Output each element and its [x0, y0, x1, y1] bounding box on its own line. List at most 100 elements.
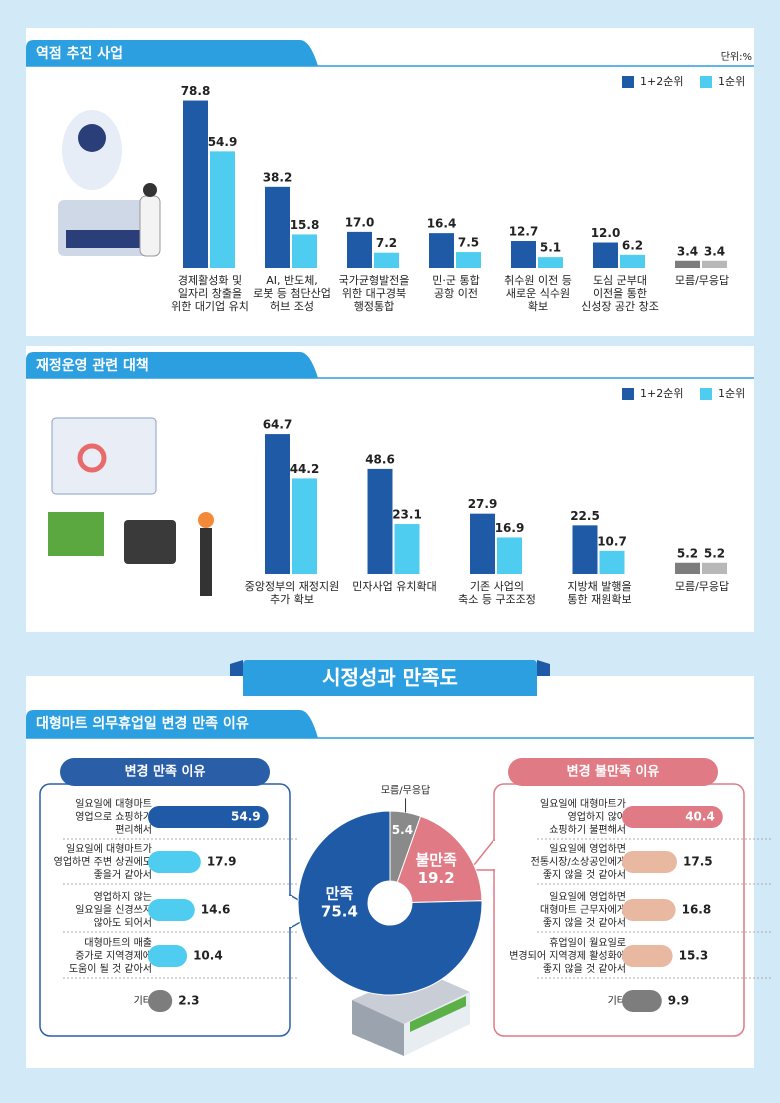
chart-title: 재정운영 관련 대책	[36, 357, 149, 374]
pie-slice	[396, 815, 483, 903]
callout-pointer	[493, 841, 497, 869]
bar	[622, 945, 673, 967]
legend-swatch	[700, 76, 712, 88]
bar	[292, 234, 317, 268]
data-label: 5.1	[540, 241, 561, 255]
section-title: 시정성과 만족도	[322, 666, 458, 690]
category-label: 영업하지 않는 일요일을 신경쓰지 않아도 되어서	[75, 890, 152, 929]
data-label: 17.0	[345, 215, 375, 229]
data-label: 38.2	[263, 170, 293, 184]
category-label: 일요일에 대형마트가 영업하지 않아 쇼핑하기 불편해서	[540, 798, 626, 836]
x-tick-label: 모름/무응답	[675, 274, 729, 287]
data-label: 78.8	[181, 84, 211, 98]
slice-label: 모름/무응답	[381, 784, 430, 796]
data-label: 40.4	[685, 810, 715, 824]
bar	[675, 260, 700, 268]
data-label: 54.9	[231, 810, 261, 824]
category-label: 기타	[608, 995, 626, 1007]
bar	[511, 241, 536, 268]
box-title: 변경 만족 이유	[125, 764, 206, 780]
box-title: 변경 불만족 이유	[567, 764, 660, 780]
x-tick-label: 국가균형발전을 위한 대구경북 행정통합	[339, 274, 410, 313]
bar	[148, 899, 195, 921]
bar	[620, 254, 645, 268]
x-tick-label: 지방채 발행을 통한 재원확보	[567, 580, 631, 606]
x-tick-label: 민·군 통합 공항 이전	[432, 274, 479, 300]
box-header	[508, 758, 718, 786]
legend-swatch	[700, 388, 712, 400]
data-label: 23.1	[392, 508, 422, 522]
bar	[622, 806, 723, 828]
data-label: 5.4	[392, 823, 413, 837]
banner	[243, 676, 537, 696]
bar	[347, 231, 372, 268]
pie-slice	[297, 810, 483, 996]
legend-swatch	[622, 76, 634, 88]
data-label: 27.9	[468, 497, 498, 511]
category-label: 일요일에 대형마트가 영업하면 주변 상권에도 좋을거 같아서	[54, 843, 152, 881]
x-tick-label: 도심 군부대 이전을 통한 신성장 공간 창조	[581, 274, 659, 313]
bar	[497, 537, 522, 574]
bar	[265, 434, 290, 574]
data-label: 16.9	[495, 521, 525, 535]
unit-label: 단위:%	[721, 50, 752, 63]
bar	[572, 525, 598, 574]
bar	[183, 100, 208, 268]
bar	[599, 550, 625, 574]
data-label: 12.7	[509, 225, 539, 239]
data-label: 5.2	[677, 546, 698, 560]
data-label: 3.4	[677, 244, 698, 258]
bar	[538, 257, 563, 268]
callout-pointer	[286, 896, 292, 927]
data-label: 19.2	[418, 869, 455, 887]
category-label: 일요일에 영업하면 전통시장/소상공인에게 좋지 않을 것 같아서	[531, 842, 626, 881]
data-label: 3.4	[704, 244, 725, 258]
x-tick-label: AI, 반도체, 로봇 등 첨단산업 허브 조성	[253, 274, 331, 313]
category-label: 대형마트의 매출 증가로 지역경제에 도움이 될 것 같아서	[69, 937, 152, 975]
legend-label: 1순위	[718, 75, 745, 88]
box-header	[60, 758, 270, 786]
illustration	[58, 110, 161, 257]
bar	[148, 990, 173, 1012]
data-label: 6.2	[622, 238, 643, 252]
title-tab	[26, 352, 318, 378]
x-tick-label: 경제활성화 및 일자리 창출을 위한 대기업 유치	[171, 273, 249, 313]
data-label: 54.9	[208, 135, 238, 149]
data-label: 10.7	[597, 534, 627, 548]
bar	[367, 468, 393, 574]
data-label: 7.5	[458, 236, 479, 250]
illustration	[48, 417, 214, 596]
bar	[702, 562, 727, 574]
data-label: 64.7	[263, 418, 293, 432]
x-tick-label: 취수원 이전 등 새로운 식수원 확보	[504, 274, 572, 313]
data-label: 9.9	[668, 994, 689, 1008]
data-label: 16.8	[682, 903, 712, 917]
legend-label: 1순위	[718, 387, 745, 400]
data-label: 17.5	[683, 855, 713, 869]
bar	[622, 899, 676, 921]
bar	[470, 513, 495, 574]
bar	[292, 478, 317, 574]
data-label: 2.3	[178, 994, 199, 1008]
bar	[456, 252, 481, 268]
data-label: 15.8	[290, 218, 320, 232]
category-label: 휴업일이 월요일로 변경되어 지역경제 활성화에 좋지 않을 것 같아서	[509, 936, 626, 975]
data-label: 14.6	[201, 903, 231, 917]
data-label: 7.2	[376, 236, 397, 250]
title-tab	[26, 710, 318, 738]
bar	[593, 242, 618, 268]
data-label: 16.4	[427, 217, 457, 231]
data-label: 12.0	[591, 226, 621, 240]
x-tick-label: 중앙정부의 재정지원 추가 확보	[245, 580, 340, 606]
data-label: 17.9	[207, 855, 237, 869]
category-label: 일요일에 영업하면 대형마트 근무자에게 좋지 않을 것 같아서	[540, 890, 626, 929]
bar	[622, 851, 677, 873]
title-tab	[26, 40, 318, 66]
bar	[265, 186, 290, 268]
bar	[622, 990, 662, 1012]
category-label: 기타	[134, 995, 152, 1007]
data-label: 75.4	[321, 903, 358, 921]
data-label: 22.5	[570, 509, 600, 523]
data-label: 48.6	[365, 452, 395, 466]
